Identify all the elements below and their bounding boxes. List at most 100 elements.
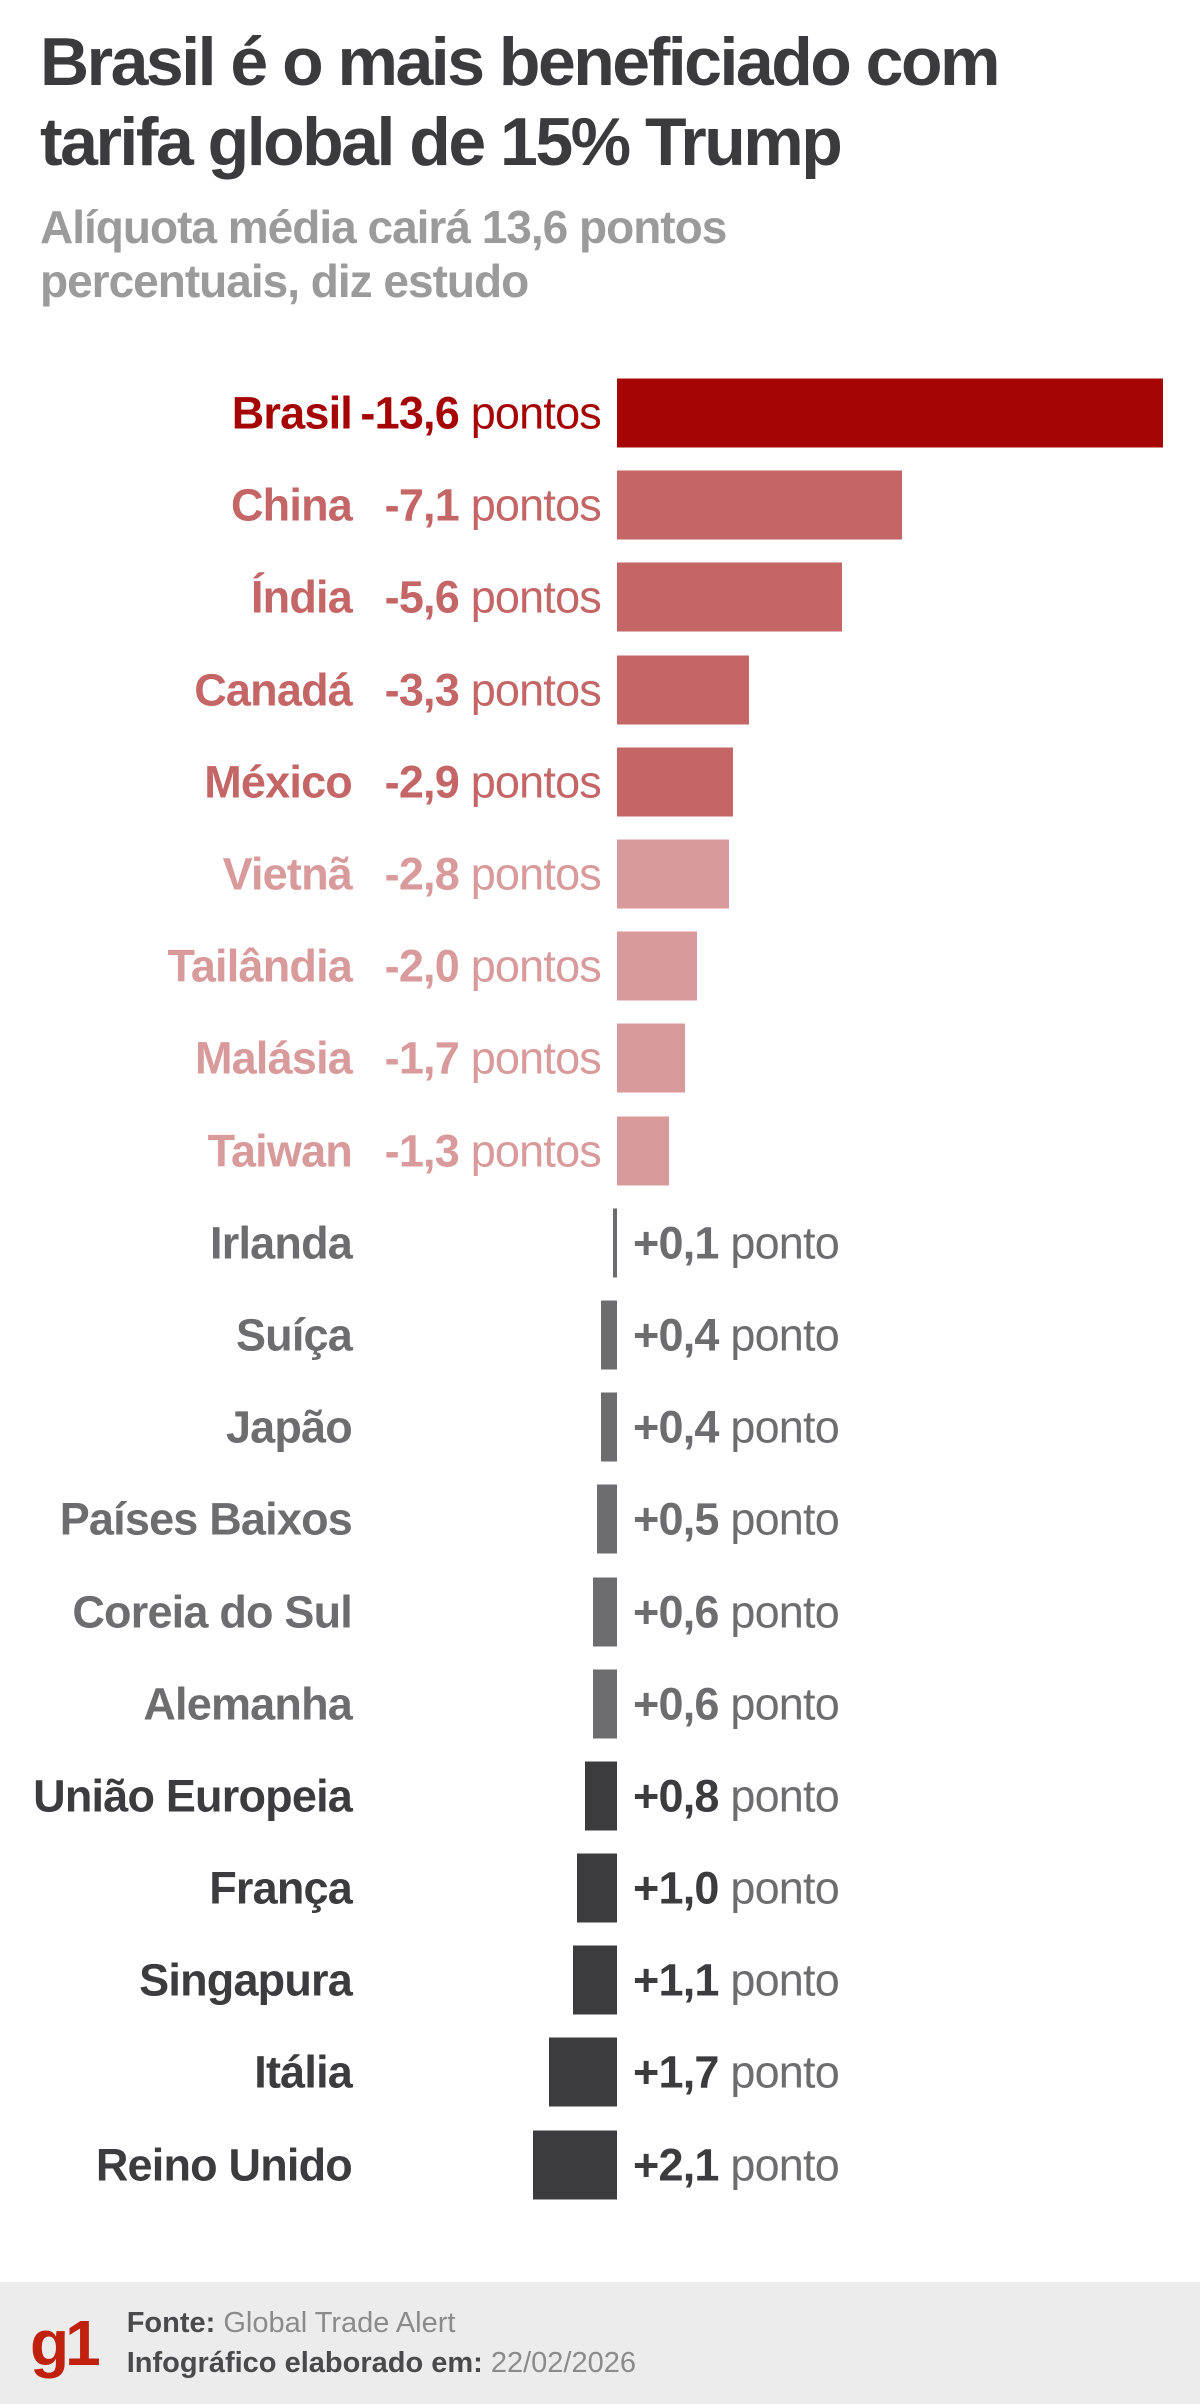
value-unit: ponto [730,1309,839,1361]
country-label: Malásia [195,1032,353,1084]
value-unit: ponto [730,1401,839,1453]
chart-row: Canadá -3,3 pontos [0,644,1200,736]
value-number: +0,5 [633,1493,719,1545]
country-label: México [204,756,353,808]
chart-title: Brasil é o mais beneficiado com tarifa g… [40,22,1180,182]
source-value: Global Trade Alert [223,2307,456,2339]
date-line: Infográfico elaborado em: 22/02/2026 [127,2343,636,2383]
positive-value-label: +0,6 ponto [633,1586,840,1638]
chart-row: Malásia -1,7 pontos [0,1012,1200,1104]
value-unit: pontos [470,940,602,992]
chart-row: China -7,1 pontos [0,459,1200,551]
source-line: Fonte: Global Trade Alert [127,2303,636,2343]
bar [612,1208,617,1278]
bar [617,562,842,632]
value-unit: ponto [730,1678,839,1730]
country-label: Taiwan [207,1125,353,1177]
negative-value-label: -2,9 pontos [352,759,602,804]
bar [617,655,750,725]
value-number: -13,6 [360,387,459,439]
chart-row: México -2,9 pontos [0,736,1200,828]
value-number: +0,4 [633,1401,719,1453]
negative-value-label: -7,1 pontos [352,483,602,528]
value-number: -1,3 [384,1125,460,1177]
country-label: Suíça [235,1309,353,1361]
value-unit: pontos [470,1032,602,1084]
positive-value-label: +1,7 ponto [633,2046,840,2098]
bar [617,747,734,817]
value-number: +1,7 [633,2046,719,2098]
value-number: +2,1 [633,2139,719,2191]
positive-value-label: +0,6 ponto [633,1678,840,1730]
bar [548,2037,617,2107]
value-number: +0,8 [633,1770,719,1822]
chart-row: Alemanha +0,6 ponto [0,1658,1200,1750]
bar [617,470,903,540]
country-label: Irlanda [210,1217,353,1269]
source-label: Fonte: [126,2307,216,2339]
positive-value-label: +1,0 ponto [633,1862,840,1914]
chart-row: União Europeia +0,8 ponto [0,1750,1200,1842]
bar [617,1116,670,1186]
value-unit: pontos [470,848,602,900]
value-number: +1,0 [633,1862,719,1914]
value-unit: ponto [730,1217,839,1269]
chart-row: Países Baixos +0,5 ponto [0,1473,1200,1565]
chart-row: Japão +0,4 ponto [0,1381,1200,1473]
chart-row: Índia -5,6 pontos [0,551,1200,643]
positive-value-label: +0,5 ponto [633,1493,840,1545]
subtitle-line-2: percentuais, diz estudo [40,255,529,307]
value-number: +0,1 [633,1217,719,1269]
footer: g1 Fonte: Global Trade Alert Infográfico… [0,2282,1200,2404]
title-line-2: tarifa global de 15% Trump [40,104,843,180]
positive-value-label: +0,4 ponto [633,1309,840,1361]
negative-value-label: -1,7 pontos [352,1032,602,1084]
country-label: Itália [254,2046,353,2098]
value-unit: ponto [730,1586,839,1638]
bar [596,1484,617,1554]
bar [617,839,730,909]
value-number: +0,6 [633,1678,719,1730]
negative-value-label: -13,6 pontos [352,391,601,436]
chart-row: Reino Unido +2,1 ponto [0,2119,1200,2211]
positive-value-label: +1,1 ponto [633,1954,840,2006]
bar [617,931,698,1001]
title-line-1: Brasil é o mais beneficiado com [40,24,1000,100]
header: Brasil é o mais beneficiado com tarifa g… [40,22,1180,308]
chart-row: Taiwan -1,3 pontos [0,1105,1200,1197]
country-label: União Europeia [33,1770,353,1822]
date-value: 22/02/2026 [490,2347,637,2379]
value-unit: ponto [730,1493,839,1545]
positive-value-label: +0,4 ponto [633,1401,840,1453]
value-number: -1,7 [384,1032,460,1084]
value-unit: ponto [730,2046,839,2098]
positive-value-label: +2,1 ponto [633,2139,840,2191]
chart-row: Suíça +0,4 ponto [0,1289,1200,1381]
value-unit: pontos [470,664,602,716]
value-unit: ponto [730,1770,839,1822]
negative-value-label: -2,8 pontos [352,848,602,900]
bar [592,1669,617,1739]
chart-subtitle: Alíquota média cairá 13,6 pontos percent… [40,200,1180,308]
value-number: -3,3 [384,664,460,716]
country-label: Tailândia [167,940,352,992]
bar [600,1392,617,1462]
country-label: Alemanha [143,1678,352,1730]
bar [600,1300,617,1370]
bar [617,378,1164,448]
country-label: Canadá [194,664,353,716]
negative-value-label: -3,3 pontos [352,664,602,716]
country-label: Vietnã [222,848,353,900]
country-label: China [230,479,353,531]
chart-row: Irlanda +0,1 ponto [0,1197,1200,1289]
country-label: Índia [250,571,353,623]
bar [532,2130,617,2200]
value-unit: pontos [470,387,602,439]
chart-row: Singapura +1,1 ponto [0,1934,1200,2026]
country-label: França [209,1862,353,1914]
bar [584,1761,617,1831]
negative-value-label: -5,6 pontos [352,575,602,620]
value-unit: ponto [730,1954,839,2006]
date-label: Infográfico elaborado em: [126,2347,483,2379]
country-label: Brasil [231,387,353,439]
